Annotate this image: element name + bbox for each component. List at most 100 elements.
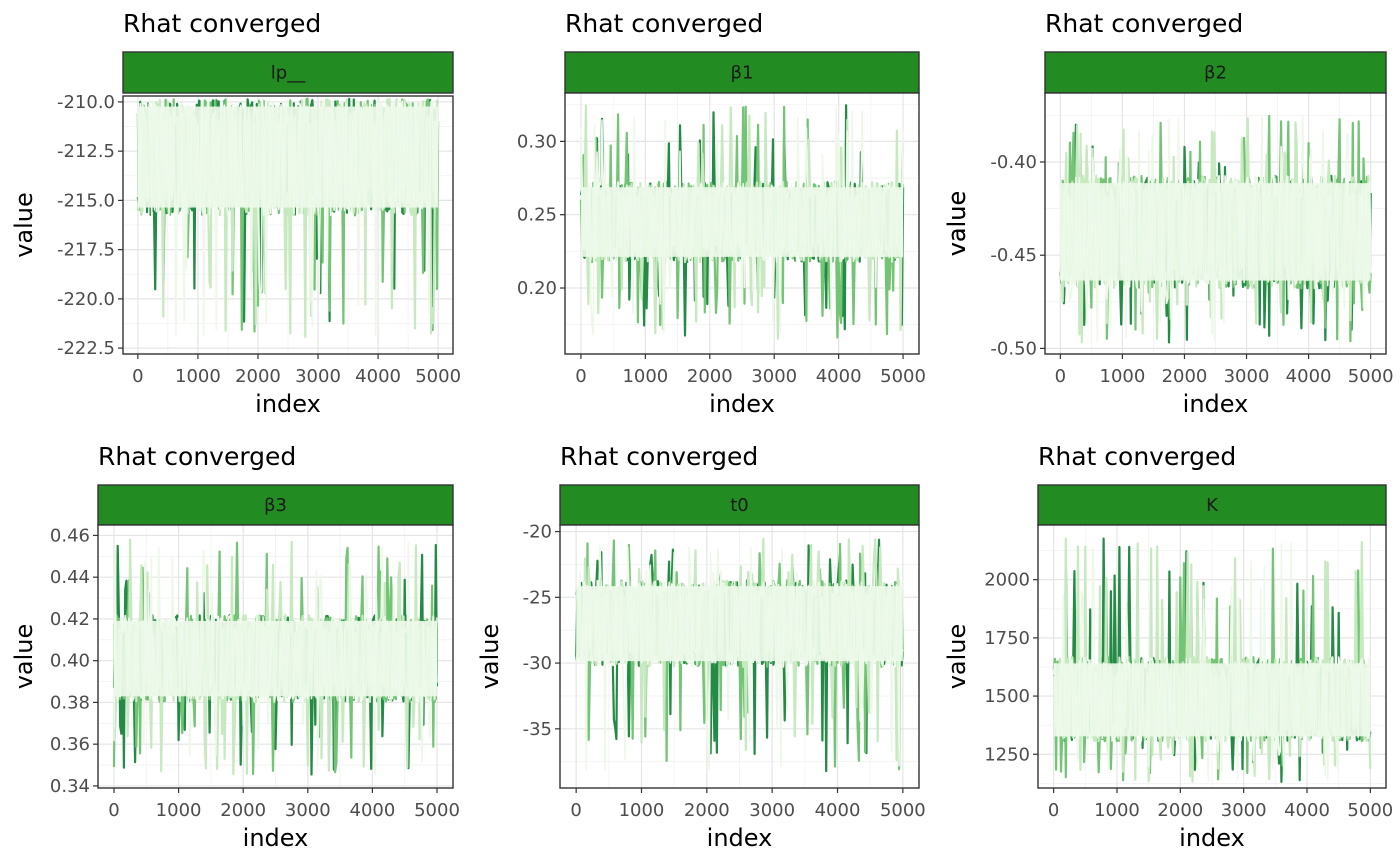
y-tick-label: 0.25 [517, 205, 557, 226]
trace-core-band [137, 106, 439, 208]
y-tick-label: -215.0 [57, 190, 115, 211]
x-tick-label: 5000 [1348, 366, 1394, 387]
x-tick-label: 1000 [175, 366, 221, 387]
x-tick-label: 1000 [156, 800, 202, 821]
x-tick-label: 2000 [235, 366, 281, 387]
trace-panel-2: Rhat converged β1 0.30 0.25 0.20 0 1000 2000 300… [517, 9, 971, 418]
y-axis-title: value [476, 624, 504, 690]
y-tick-label: 0.38 [50, 692, 90, 713]
y-tick-label: -217.5 [57, 240, 115, 261]
x-axis-title: index [1179, 824, 1245, 852]
panel-title: Rhat converged [565, 9, 763, 38]
y-tick-label: -35 [523, 719, 552, 740]
y-tick-label: -0.40 [990, 152, 1037, 173]
panel-title: Rhat converged [1045, 9, 1243, 38]
x-tick-label: 4000 [816, 366, 862, 387]
x-tick-label: 3000 [751, 366, 797, 387]
y-axis-title: value [10, 192, 38, 258]
trace-panel-1: Rhat converged lp__ -210.0 -212.5 -215.0 -217… [10, 9, 461, 418]
plot-border [564, 92, 920, 355]
plot-border [1044, 92, 1387, 355]
x-axis-title: index [709, 390, 775, 418]
trace-core-band [1053, 663, 1371, 737]
x-axis-title: index [707, 824, 773, 852]
y-tick-label: -210.0 [57, 92, 115, 113]
panel-title: Rhat converged [98, 442, 296, 471]
y-axis-title: value [943, 191, 971, 257]
y-tick-label: -212.5 [57, 141, 115, 162]
plot-border [559, 524, 920, 789]
facet-strip-label: t0 [730, 495, 749, 516]
y-tick-label: 0.44 [50, 567, 90, 588]
trace-core-band [576, 586, 903, 662]
y-tick-label: 2000 [984, 570, 1030, 591]
plot-border [1037, 524, 1387, 789]
x-tick-label: 2000 [684, 800, 730, 821]
facet-strip [122, 51, 454, 94]
y-tick-label: -20 [523, 522, 552, 543]
trace-core-band [580, 187, 904, 257]
trace-core-band [113, 620, 438, 697]
y-tick-label: 0.20 [517, 278, 557, 299]
facet-strip [564, 51, 920, 94]
y-tick-label: -0.50 [990, 338, 1037, 359]
plot-border [97, 524, 454, 789]
x-tick-label: 2000 [220, 800, 266, 821]
x-tick-label: 5000 [414, 800, 460, 821]
trace-panel-5: Rhat converged t0 -20 -25 -30 -35 0 1000 2000 300… [476, 442, 926, 852]
y-tick-label: 0.30 [517, 131, 557, 152]
x-tick-label: 0 [108, 800, 119, 821]
x-tick-label: 5000 [880, 800, 926, 821]
y-tick-label: 0.46 [50, 525, 90, 546]
x-tick-label: 5000 [415, 366, 461, 387]
y-tick-label: 1500 [984, 686, 1030, 707]
panel-title: Rhat converged [123, 9, 321, 38]
x-tick-label: 3000 [1221, 800, 1267, 821]
x-tick-label: 0 [1055, 366, 1066, 387]
x-tick-label: 0 [1048, 800, 1059, 821]
x-tick-label: 2000 [687, 366, 733, 387]
x-tick-label: 1000 [1094, 800, 1140, 821]
facet-strip [559, 484, 920, 526]
y-tick-label: -30 [523, 653, 552, 674]
facet-strip-label: β2 [1204, 63, 1227, 84]
panel-title: Rhat converged [1038, 442, 1236, 471]
y-tick-label: 0.36 [50, 734, 90, 755]
x-tick-label: 4000 [815, 800, 861, 821]
x-axis-title: index [243, 824, 309, 852]
x-tick-label: 3000 [749, 800, 795, 821]
facet-strip-label: β1 [731, 63, 754, 84]
y-tick-label: -220.0 [57, 289, 115, 310]
facet-strip-label: lp__ [271, 63, 306, 84]
x-tick-label: 4000 [1284, 800, 1330, 821]
y-axis-title: value [943, 191, 971, 257]
x-axis-title: index [255, 390, 321, 418]
x-tick-label: 4000 [355, 366, 401, 387]
x-tick-label: 0 [132, 366, 143, 387]
x-tick-label: 4000 [1286, 366, 1332, 387]
y-tick-label: 0.34 [50, 776, 90, 797]
x-tick-label: 2000 [1162, 366, 1208, 387]
x-tick-label: 1000 [619, 800, 665, 821]
x-tick-label: 0 [570, 800, 581, 821]
x-tick-label: 5000 [880, 366, 926, 387]
y-tick-label: -222.5 [57, 338, 115, 359]
x-axis-title: index [1183, 390, 1249, 418]
y-tick-label: -0.45 [990, 245, 1037, 266]
x-tick-label: 2000 [1157, 800, 1203, 821]
y-axis-title: value [943, 624, 971, 690]
trace-panel-6: Rhat converged K 2000 1750 1500 1250 0 1000 2000… [943, 442, 1393, 852]
trace-panel-3: Rhat converged β2 -0.40 -0.45 -0.50 0 1000 2000… [943, 9, 1394, 418]
trace-core-band [1060, 183, 1371, 281]
y-tick-label: 0.42 [50, 609, 90, 630]
trace-panel-4: Rhat converged β3 0.46 0.44 0.42 0.40 0.38 0.36… [10, 442, 460, 852]
panel-title: Rhat converged [560, 442, 758, 471]
y-tick-label: 1250 [984, 744, 1030, 765]
x-tick-label: 3000 [1224, 366, 1270, 387]
y-tick-label: -25 [523, 587, 552, 608]
x-tick-label: 0 [575, 366, 586, 387]
y-tick-label: 0.40 [50, 651, 90, 672]
facet-strip-label: K [1206, 495, 1219, 516]
x-tick-label: 5000 [1347, 800, 1393, 821]
